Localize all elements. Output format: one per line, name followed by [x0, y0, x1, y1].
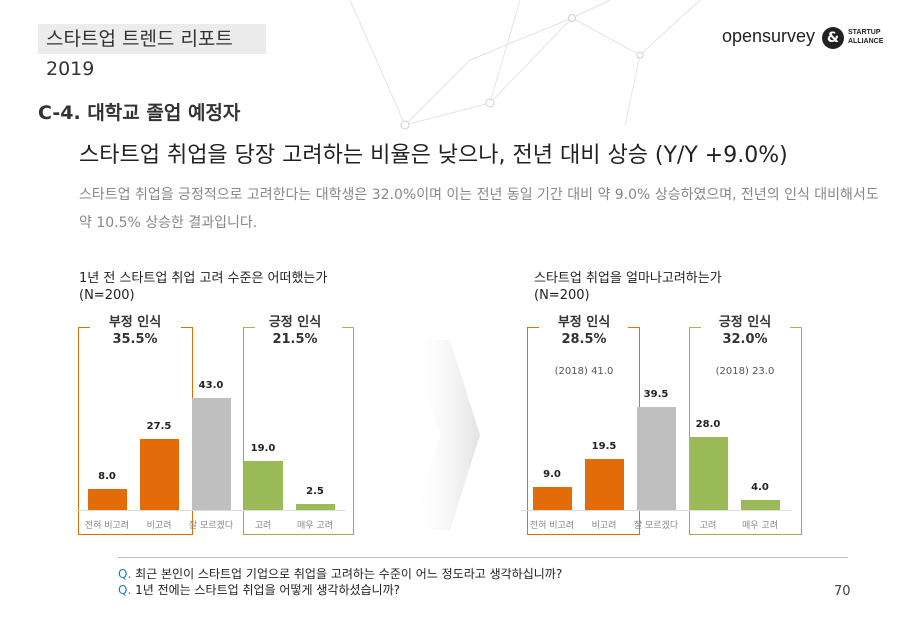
question-marker: Q.: [118, 567, 132, 581]
page-number: 70: [834, 584, 851, 599]
chart-right-title-text: 스타트업 취업을 얼마나고려하는가: [534, 271, 722, 286]
chart-left-title: 1년 전 스타트업 취업 고려 수준은 어떠했는가 (N=200): [79, 270, 327, 304]
question-1: Q. 최근 본인이 스타트업 기업으로 취업을 고려하는 수준이 어느 정도라고…: [118, 565, 562, 582]
bar-value-label: 2.5: [306, 485, 324, 497]
partner-line2: ALLIANCE: [848, 38, 884, 45]
category-label: 잘 모르겠다: [633, 521, 679, 531]
group-box-top-left: [689, 327, 701, 329]
question-2: Q. 1년 전에는 스타트업 취업을 어떻게 생각하셨습니까?: [118, 581, 400, 598]
positive-group-label: 긍정 인식: [268, 315, 322, 330]
bar-value-label: 39.5: [643, 389, 669, 401]
negative-2018-reference: (2018) 41.0: [554, 366, 614, 377]
bar: [636, 407, 676, 510]
group-box-top-right: [342, 327, 354, 329]
group-box-top-left: [527, 327, 539, 329]
positive-group-value: 32.0%: [722, 332, 768, 347]
positive-group-box: [689, 327, 802, 535]
bar-value-label: 4.0: [751, 481, 769, 493]
bar-value-label: 28.0: [695, 419, 721, 431]
report-tag: 스타트업 트렌드 리포트2019: [38, 24, 266, 80]
category-label: 고려: [254, 521, 272, 531]
bar-value-label: 43.0: [198, 380, 224, 392]
headline: 스타트업 취업을 당장 고려하는 비율은 낮으나, 전년 대비 상승 (Y/Y …: [79, 143, 788, 168]
group-box-top-right: [628, 327, 640, 329]
chart-right-title: 스타트업 취업을 얼마나고려하는가 (N=200): [534, 270, 722, 304]
positive-group-value: 21.5%: [272, 332, 318, 347]
negative-group-label: 부정 인식: [557, 315, 611, 330]
chart-left-title-text: 1년 전 스타트업 취업 고려 수준은 어떠했는가: [79, 271, 328, 286]
bar: [532, 486, 572, 510]
section-title: C-4. 대학교 졸업 예정자: [38, 102, 241, 124]
bar-value-label: 19.0: [250, 442, 276, 454]
category-label: 비고려: [591, 521, 617, 531]
bar: [740, 499, 780, 510]
negative-group-label: 부정 인식: [108, 315, 162, 330]
category-label: 전혀 비고려: [84, 521, 130, 531]
bar: [295, 503, 335, 510]
bar: [191, 398, 231, 510]
group-box-top-left: [243, 327, 255, 329]
bar-value-label: 9.0: [543, 468, 561, 480]
chart-left-n: (N=200): [79, 288, 135, 303]
bar: [87, 489, 127, 510]
positive-group-label: 긍정 인식: [718, 315, 772, 330]
group-box-top-right: [181, 327, 193, 329]
question-text: 최근 본인이 스타트업 기업으로 취업을 고려하는 수준이 어느 정도라고 생각…: [135, 567, 563, 581]
negative-group-value: 35.5%: [112, 332, 158, 347]
group-box-top-right: [790, 327, 802, 329]
category-label: 매우 고려: [742, 521, 778, 531]
startup-alliance-text: STARTUP ALLIANCE: [848, 28, 883, 46]
negative-group-value: 28.5%: [561, 332, 607, 347]
group-box-top-left: [78, 327, 90, 329]
bar: [243, 460, 283, 510]
startup-alliance-icon: &: [822, 27, 844, 49]
bar-value-label: 27.5: [146, 420, 172, 432]
bar: [139, 438, 179, 510]
bar-value-label: 8.0: [98, 471, 116, 483]
category-label: 잘 모르겠다: [188, 521, 234, 531]
opensurvey-logo: opensurvey & STARTUP ALLIANCE: [722, 26, 887, 52]
positive-group-box: [243, 327, 354, 535]
question-text: 1년 전에는 스타트업 취업을 어떻게 생각하셨습니까?: [135, 583, 401, 597]
footer-divider: [118, 557, 848, 558]
summary-text: 스타트업 취업을 긍정적으로 고려한다는 대학생은 32.0%이며 이는 전년 …: [79, 187, 879, 231]
category-label: 비고려: [146, 521, 172, 531]
category-label: 전혀 비고려: [529, 521, 575, 531]
question-marker: Q.: [118, 583, 132, 597]
partner-line1: STARTUP: [848, 29, 881, 36]
chart-right-n: (N=200): [534, 288, 590, 303]
category-label: 매우 고려: [297, 521, 333, 531]
bar: [584, 459, 624, 510]
category-label: 고려: [699, 521, 717, 531]
chart-baseline: [76, 510, 346, 511]
logo-text: opensurvey: [722, 26, 816, 46]
chart-baseline: [521, 510, 791, 511]
positive-2018-reference: (2018) 23.0: [715, 366, 775, 377]
transition-arrow: [410, 340, 480, 530]
bar: [688, 437, 728, 510]
bar-value-label: 19.5: [591, 441, 617, 453]
